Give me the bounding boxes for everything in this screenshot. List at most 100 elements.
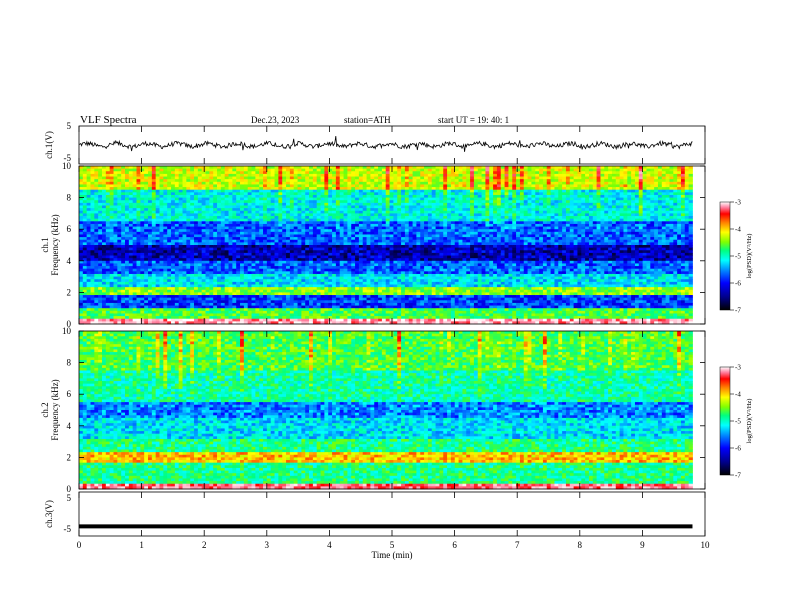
spectrogram-cell [102, 271, 107, 275]
spectrogram-cell [343, 268, 348, 272]
spectrogram-cell [366, 197, 371, 201]
spectrogram-cell [220, 284, 226, 288]
spectrogram-cell [90, 179, 95, 183]
spectrogram-cell [144, 266, 149, 270]
spectrogram-cell [301, 295, 306, 299]
spectrogram-cell [174, 268, 180, 272]
spectrogram-cell [190, 237, 195, 241]
spectrogram-cell [159, 287, 164, 291]
spectrogram-cell [201, 218, 206, 222]
spectrogram-cell [224, 197, 229, 201]
spectrogram-cell [362, 229, 367, 233]
spectrogram-cell [366, 166, 371, 170]
spectrogram-cell [293, 184, 298, 188]
spectrogram-cell [182, 242, 187, 246]
spectrogram-cell [144, 245, 149, 249]
spectrogram-cell [247, 223, 252, 227]
spectrogram-cell [243, 245, 249, 249]
spectrogram-cell [293, 176, 298, 180]
spectrogram-cell [243, 258, 249, 262]
spectrogram-cell [228, 260, 233, 264]
spectrogram-cell [98, 171, 103, 175]
spectrogram-cell [197, 258, 203, 262]
spectrogram-cell [378, 208, 383, 212]
spectrogram-cell [293, 273, 298, 277]
spectrogram-cell [351, 221, 356, 225]
spectrogram-cell [163, 229, 168, 233]
spectrogram-cell [117, 279, 122, 283]
spectrogram-cell [293, 218, 298, 222]
spectrogram-cell [332, 271, 337, 275]
spectrogram-cell [278, 200, 283, 204]
spectrogram-cell [217, 216, 222, 220]
spectrogram-cell [351, 313, 356, 317]
spectrogram-cell [201, 200, 206, 204]
spectrogram-cell [305, 276, 310, 280]
spectrogram-cell [339, 287, 344, 291]
spectrogram-cell [343, 189, 348, 193]
spectrogram-cell [167, 268, 172, 272]
spectrogram-cell [186, 213, 191, 217]
spectrogram-cell [393, 192, 398, 196]
spectrogram-cell [328, 205, 333, 209]
spectrogram-cell [289, 313, 295, 317]
spectrogram-cell [94, 276, 99, 280]
spectrogram-cell [366, 292, 371, 296]
spectrogram-cell [224, 297, 229, 301]
spectrogram-cell [332, 208, 337, 212]
spectrogram-cell [397, 166, 402, 170]
spectrogram-cell [328, 179, 333, 183]
spectrogram-cell [332, 287, 337, 291]
spectrogram-cell [374, 245, 379, 249]
spectrogram-cell [79, 273, 84, 277]
spectrogram-cell [236, 252, 241, 256]
spectrogram-cell [144, 187, 149, 191]
spectrogram-cell [393, 263, 398, 267]
spectrogram-cell [197, 300, 203, 304]
spectrogram-cell [297, 239, 302, 243]
spectrogram-cell [255, 266, 260, 270]
spectrogram-cell [316, 181, 321, 185]
spectrogram-cell [79, 210, 84, 214]
spectrogram-cell [301, 200, 306, 204]
spectrogram-cell [243, 316, 249, 320]
spectrogram-cell [136, 273, 141, 277]
spectrogram-cell [125, 255, 130, 259]
spectrogram-cell [332, 245, 337, 249]
spectrogram-cell [209, 247, 214, 251]
spectrogram-cell [236, 258, 241, 262]
spectrogram-cell [117, 266, 122, 270]
spectrogram-cell [266, 284, 272, 288]
spectrogram-cell [197, 268, 203, 272]
spectrogram-cell [171, 226, 176, 230]
spectrogram-cell [201, 281, 206, 285]
spectrogram-cell [186, 205, 191, 209]
spectrogram-cell [86, 247, 91, 251]
spectrogram-cell [174, 287, 180, 291]
spectrogram-cell [339, 187, 344, 191]
spectrogram-cell [389, 221, 394, 225]
spectrogram-cell [117, 171, 122, 175]
spectrogram-cell [205, 205, 210, 209]
spectrogram-cell [293, 263, 298, 267]
spectrogram-cell [113, 279, 118, 283]
spectrogram-cell [351, 255, 356, 259]
spectrogram-cell [220, 237, 226, 241]
spectrogram-cell [255, 292, 260, 296]
spectrogram-cell [362, 197, 367, 201]
spectrogram-cell [324, 184, 329, 188]
spectrogram-cell [374, 176, 379, 180]
spectrogram-cell [316, 242, 321, 246]
spectrogram-cell [186, 181, 191, 185]
spectrogram-cell [328, 287, 333, 291]
spectrogram-cell [378, 223, 383, 227]
spectrogram-cell [240, 234, 245, 238]
spectrogram-cell [128, 197, 134, 201]
spectrogram-cell [155, 318, 160, 322]
spectrogram-cell [309, 308, 314, 312]
spectrogram-cell [286, 273, 291, 277]
spectrogram-cell [171, 187, 176, 191]
spectrogram-cell [178, 247, 183, 251]
spectrogram-cell [378, 284, 383, 288]
spectrogram-cell [105, 184, 111, 188]
